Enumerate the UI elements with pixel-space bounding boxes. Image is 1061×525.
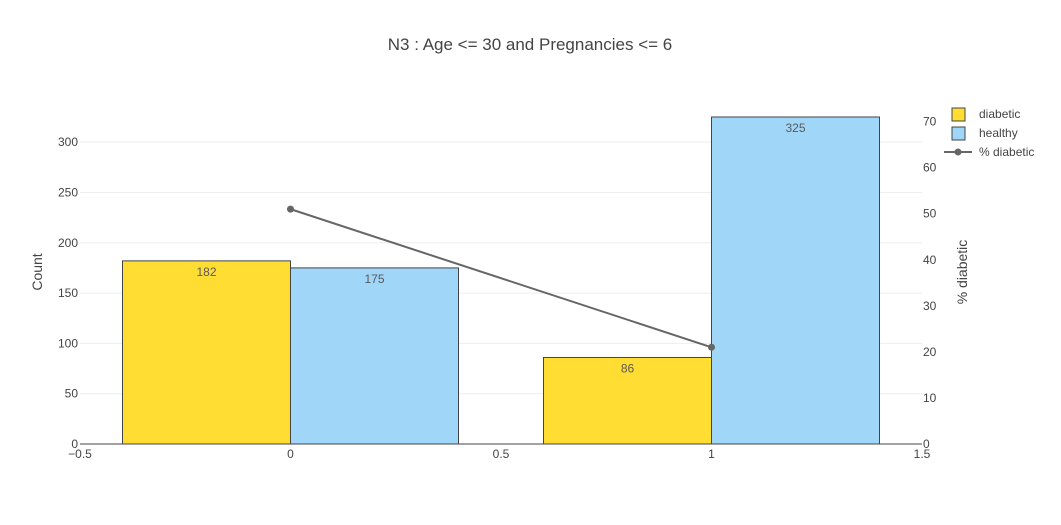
line-percent-diabetic [290, 208, 712, 349]
y-tick-label: 50 [65, 387, 79, 401]
y-tick-label: 150 [58, 286, 78, 300]
y2-tick-label: 10 [923, 391, 937, 405]
line-layer [287, 205, 715, 351]
y2-axis-title: % diabetic [954, 240, 970, 305]
line-point [708, 343, 715, 351]
y2-tick-label: 70 [923, 115, 937, 129]
legend-swatch [951, 126, 966, 141]
legend-swatch [951, 107, 966, 122]
legend: diabetic healthy % diabetic [944, 107, 1034, 159]
y2-tick-label: 30 [923, 299, 937, 313]
x-tick-label: 1.5 [914, 447, 931, 461]
y-tick-label: 200 [58, 236, 78, 250]
y2-tick-label: 50 [923, 207, 937, 221]
legend-marker [954, 148, 962, 156]
bar-data-label: 182 [196, 265, 216, 279]
y2-tick-label: 0 [923, 437, 930, 451]
x-tick-label: 0 [287, 447, 294, 461]
x-axis: −0.5 0 0.5 1 1.5 [68, 447, 931, 461]
x-tick-label: 1 [708, 447, 715, 461]
y2-tick-label: 20 [923, 345, 937, 359]
bar-data-label: 325 [785, 121, 805, 135]
bar-healthy [711, 116, 880, 445]
x-tick-label: 0.5 [493, 447, 510, 461]
y-axis: 0 50 100 150 200 250 300 [58, 135, 78, 451]
y-tick-label: 250 [58, 185, 78, 199]
legend-label: diabetic [979, 107, 1020, 121]
legend-label: % diabetic [979, 145, 1034, 159]
chart-title: N3 : Age <= 30 and Pregnancies <= 6 [388, 35, 673, 54]
y2-tick-label: 40 [923, 253, 937, 267]
bar-diabetic [122, 260, 291, 445]
y-tick-label: 100 [58, 336, 78, 350]
bar-data-label: 175 [364, 272, 384, 286]
bar-data-label: 86 [621, 361, 635, 375]
y2-axis: 0 10 20 30 40 50 60 70 [923, 115, 937, 451]
x-tick-label: −0.5 [68, 447, 92, 461]
legend-label: healthy [979, 126, 1018, 140]
y-tick-label: 0 [71, 437, 78, 451]
y2-tick-label: 60 [923, 161, 937, 175]
line-point [287, 205, 294, 213]
y-axis-title: Count [29, 253, 45, 290]
y-tick-label: 300 [58, 135, 78, 149]
bar-layer: 182 86 175 325 [80, 116, 922, 445]
bar-healthy [290, 267, 459, 445]
